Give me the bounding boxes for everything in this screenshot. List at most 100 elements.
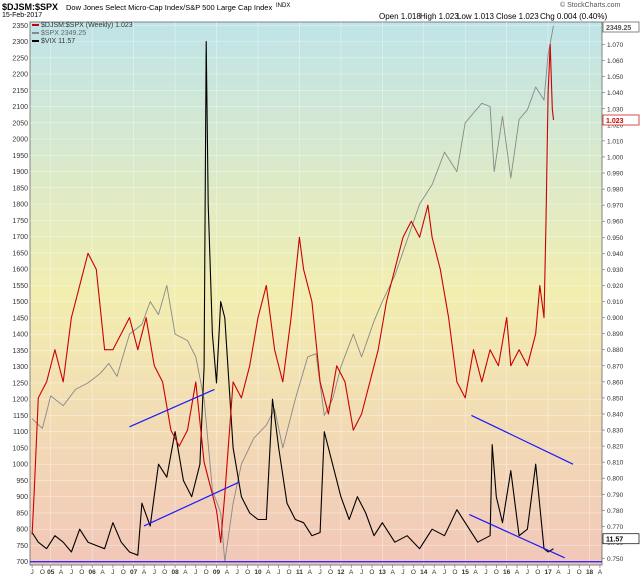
x-tick-label: A [432, 569, 437, 576]
left-tick-label: 1800 [12, 202, 28, 209]
right-tick-label: 1.070 [607, 42, 624, 49]
x-tick-label: 12 [337, 569, 345, 576]
x-tick-label: J [443, 569, 446, 576]
badge-ratio: 1.023 [606, 118, 624, 125]
x-tick-label: O [204, 569, 209, 576]
left-tick-label: 1650 [12, 250, 28, 257]
right-tick-label: 0.920 [607, 283, 624, 290]
badge-vix-box [602, 533, 640, 545]
left-tick-label: 1550 [12, 283, 28, 290]
right-tick-label: 0.750 [607, 556, 624, 563]
badge-ratio-box [602, 114, 640, 126]
left-tick-label: 1450 [12, 315, 28, 322]
x-tick-label: 06 [89, 569, 97, 576]
left-tick-label: 2050 [12, 120, 28, 127]
right-tick-label: 0.990 [607, 171, 624, 178]
x-tick-label: O [121, 569, 126, 576]
left-tick-label: 850 [16, 510, 28, 517]
x-tick-label: 08 [171, 569, 179, 576]
chart-exchange: INDX [276, 3, 291, 9]
right-tick-label: 0.830 [607, 428, 624, 435]
x-tick-label: J [401, 569, 404, 576]
right-tick-label: 0.890 [607, 331, 624, 338]
badge-spx: 2349.25 [606, 25, 631, 32]
right-tick-label: 0.940 [607, 251, 624, 258]
x-tick-label: O [79, 569, 84, 576]
left-tick-label: 1850 [12, 185, 28, 192]
legend-vix-swatch [32, 40, 39, 43]
x-tick-label: J [111, 569, 114, 576]
grid [30, 22, 602, 565]
stockcharts-watermark: © StockCharts.com [560, 2, 621, 9]
right-tick-label: 0.840 [607, 411, 624, 418]
right-tick-label: 0.900 [607, 315, 624, 322]
left-axis: 700 750 800 850 900 950 1000 1050 1100 1150 1200 12… [12, 23, 28, 566]
x-tick-label: J [70, 569, 73, 576]
x-tick-label: A [266, 569, 271, 576]
chart-title: Dow Jones Select Micro-Cap Index/S&P 500… [66, 3, 273, 12]
left-tick-label: 2250 [12, 55, 28, 62]
left-tick-label: 1200 [12, 397, 28, 404]
x-tick-label: O [162, 569, 167, 576]
trendline-0 [129, 388, 215, 428]
left-tick-label: 1300 [12, 364, 28, 371]
x-tick-label: J [484, 569, 487, 576]
left-tick-label: 2150 [12, 88, 28, 95]
right-tick-label: 0.980 [607, 187, 624, 194]
x-tick-label: A [349, 569, 354, 576]
x-tick-label: 09 [213, 569, 221, 576]
legend-ratio-swatch [32, 24, 39, 27]
left-tick-label: 1150 [13, 413, 28, 420]
left-tick-label: 2200 [12, 72, 28, 79]
x-tick-label: A [391, 569, 396, 576]
legend-spx: $SPX 2349.25 [32, 30, 86, 37]
left-tick-label: 1050 [12, 445, 28, 452]
x-tick-label: O [577, 569, 582, 576]
x-tick-label: O [40, 569, 45, 576]
left-tick-label: 2350 [12, 23, 28, 30]
series-line-1 [31, 25, 554, 563]
right-tick-label: 0.810 [607, 460, 624, 467]
x-tick-label: O [369, 569, 374, 576]
x-tick-label: A [598, 569, 603, 576]
left-tick-label: 750 [16, 543, 28, 550]
x-tick-label: A [100, 569, 105, 576]
right-tick-label: 0.800 [607, 476, 624, 483]
x-tick-label: A [225, 569, 230, 576]
right-tick-label: 1.030 [607, 106, 624, 113]
right-tick-label: 1.000 [607, 154, 624, 161]
left-tick-label: 1100 [13, 429, 28, 436]
chart-symbol: $DJSM:$SPX [2, 2, 59, 12]
x-tick-label: O [494, 569, 499, 576]
right-tick-label: 0.970 [607, 203, 624, 210]
high-value: High 1.023 [420, 12, 459, 21]
legend-ratio: $DJSM:$SPX (Weekly) 1.023 [32, 22, 133, 29]
x-tick-label: A [515, 569, 520, 576]
right-tick-label: 0.950 [607, 235, 624, 242]
x-tick-label: 14 [420, 569, 428, 576]
left-tick-label: 700 [16, 559, 28, 566]
trendlines-layer [30, 388, 602, 563]
badge-spx-box [602, 21, 640, 33]
right-tick-label: 1.040 [607, 90, 624, 97]
x-tick-label: A [556, 569, 561, 576]
right-tick-label: 0.770 [607, 524, 624, 531]
left-tick-label: 2000 [12, 137, 28, 144]
x-tick-label: 11 [296, 569, 303, 576]
left-tick-label: 1900 [12, 169, 28, 176]
x-tick-label: 15 [462, 569, 470, 576]
left-tick-label: 1700 [12, 234, 28, 241]
right-tick-label: 0.870 [607, 363, 624, 370]
left-tick-label: 900 [16, 494, 28, 501]
badge-vix: 11.57 [606, 537, 623, 544]
right-tick-label: 0.820 [607, 444, 624, 451]
x-tick-label: 10 [254, 569, 262, 576]
x-tick-label: A [142, 569, 147, 576]
x-tick-label: O [411, 569, 416, 576]
legend-spx-label: $SPX 2349.25 [41, 30, 87, 37]
left-tick-label: 1350 [12, 348, 28, 355]
left-tick-label: 2300 [12, 39, 28, 46]
x-tick-label: O [452, 569, 457, 576]
right-tick-label: 0.790 [607, 492, 624, 499]
